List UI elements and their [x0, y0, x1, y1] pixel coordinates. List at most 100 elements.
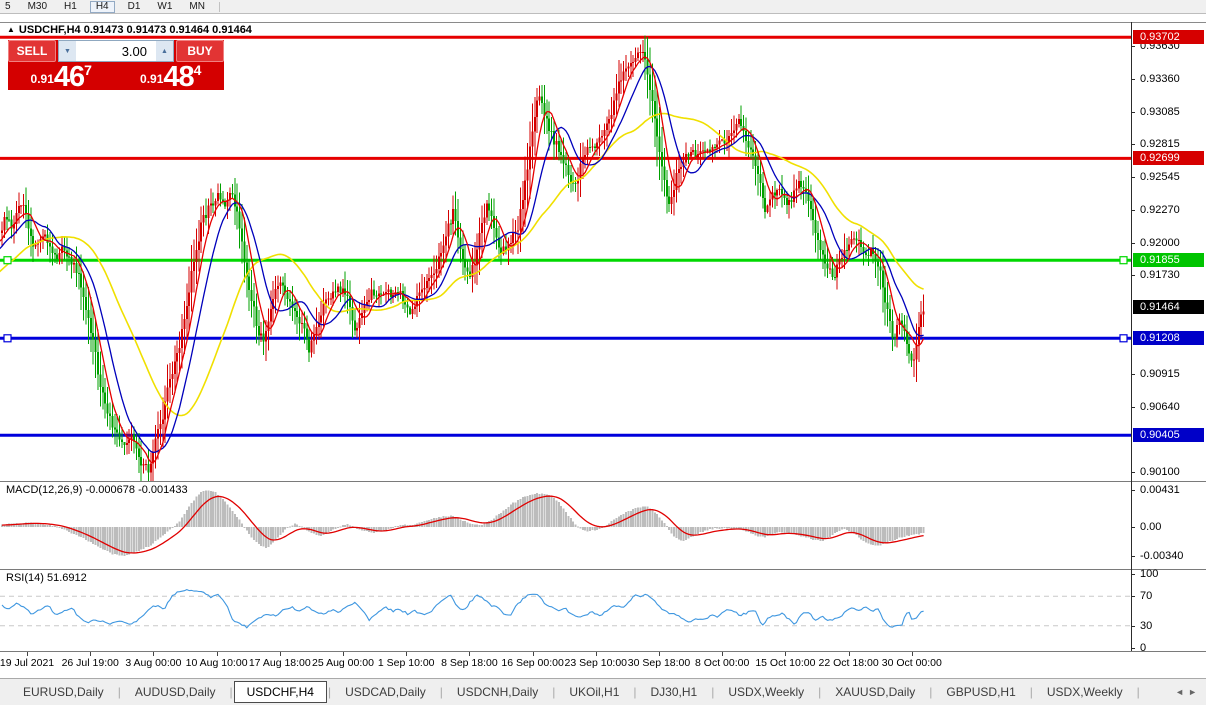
time-axis-tick — [469, 652, 471, 656]
buy-price[interactable]: 0.91 48 4 — [118, 62, 225, 92]
price-badge: 0.93702 — [1133, 30, 1204, 45]
rsi-line — [1, 588, 924, 629]
time-axis-label: 15 Oct 10:00 — [755, 657, 816, 669]
tab-divider: | — [1029, 685, 1033, 699]
axis-tick — [1131, 46, 1135, 47]
price-badge: 0.91464 — [1133, 300, 1204, 315]
rsi-axis-label: 30 — [1140, 619, 1153, 632]
sell-price-pip: 7 — [84, 62, 92, 78]
axis-tick — [1131, 144, 1135, 146]
volume-increase-button[interactable]: ▲ — [156, 41, 173, 61]
chart-tab-usdcad-daily[interactable]: USDCAD,Daily — [345, 685, 426, 699]
level-handle[interactable] — [3, 334, 12, 343]
volume-input[interactable]: 3.00 — [121, 43, 147, 59]
buy-price-prefix: 0.91 — [140, 72, 164, 86]
axis-tick — [1131, 210, 1135, 212]
time-axis-border — [0, 651, 1206, 652]
tab-divider: | — [439, 685, 443, 699]
chart-top-border — [0, 22, 1206, 23]
chart-tab-usdx-weekly[interactable]: USDX,Weekly — [1046, 685, 1123, 699]
period-button-h4[interactable]: H4 — [89, 0, 115, 13]
sell-price[interactable]: 0.91 46 7 — [8, 61, 115, 93]
candles-layer — [1, 35, 925, 481]
tab-scroll-right-icon[interactable]: ► — [1188, 687, 1201, 697]
buy-button[interactable]: BUY — [176, 40, 224, 62]
price-chart-canvas[interactable] — [0, 23, 1131, 481]
time-axis-label: 1 Sep 10:00 — [377, 657, 435, 669]
moving-average-38 — [0, 112, 924, 417]
price-axis-label: 0.93085 — [1140, 105, 1180, 118]
time-axis-tick — [216, 652, 218, 656]
toolbar-separator — [218, 1, 220, 12]
rsi-axis-label: 100 — [1140, 568, 1159, 580]
level-handle[interactable] — [1119, 334, 1128, 343]
period-button-w1[interactable]: W1 — [157, 0, 173, 12]
axis-tick — [1131, 489, 1135, 491]
sell-price-big: 46 — [53, 61, 85, 93]
macd-panel-border — [0, 481, 1206, 482]
macd-histogram — [1, 490, 925, 556]
chart-tab-usdx-weekly[interactable]: USDX,Weekly — [728, 685, 805, 699]
macd-canvas[interactable] — [0, 482, 1131, 569]
time-axis-label: 23 Sep 10:00 — [564, 657, 628, 669]
price-axis-label: 0.90915 — [1140, 367, 1180, 380]
collapse-icon[interactable]: ▲ — [7, 25, 15, 34]
chart-tab-bar: EURUSD,Daily | AUDUSD,Daily | USDCHF,H4 | USDC… — [0, 678, 1206, 705]
price-badge: 0.90405 — [1133, 428, 1204, 443]
time-axis-label: 26 Jul 19:00 — [61, 657, 119, 669]
time-axis[interactable]: 19 Jul 2021 26 Jul 19:00 3 Aug 00:00 10 Aug… — [0, 652, 1206, 678]
time-axis-tick — [659, 652, 660, 656]
period-button-d1[interactable]: D1 — [127, 0, 141, 12]
axis-tick — [1131, 242, 1135, 244]
chart-tab-usdcnh-daily[interactable]: USDCNH,Daily — [456, 685, 539, 699]
chart-tab-dj30-h1[interactable]: DJ30,H1 — [650, 685, 698, 699]
time-axis-label: 25 Aug 00:00 — [312, 657, 374, 669]
time-axis-tick — [595, 652, 597, 656]
time-axis-tick — [848, 652, 850, 656]
axis-tick — [1131, 275, 1135, 277]
arrow-up-icon: ▲ — [161, 47, 168, 55]
price-axis-line — [1131, 22, 1132, 651]
tab-divider: | — [1136, 685, 1140, 699]
tab-scroll-arrows[interactable]: ◄► — [1175, 687, 1201, 697]
time-axis-tick — [911, 652, 913, 656]
sell-price-prefix: 0.91 — [30, 72, 54, 86]
chart-tab-eurusd-daily[interactable]: EURUSD,Daily — [23, 685, 104, 699]
sell-button[interactable]: SELL — [8, 40, 56, 62]
axis-tick — [1131, 78, 1135, 80]
tab-scroll-left-icon[interactable]: ◄ — [1175, 687, 1189, 697]
time-axis-label: 8 Sep 18:00 — [441, 657, 498, 669]
tab-divider: | — [929, 685, 933, 699]
chart-tab-usdchf-h4[interactable]: USDCHF,H4 — [233, 681, 327, 703]
axis-tick — [1131, 111, 1135, 113]
axis-tick — [1131, 625, 1135, 627]
time-axis-label: 10 Aug 10:00 — [185, 657, 248, 669]
time-axis-tick — [532, 652, 534, 656]
rsi-axis-label: 0 — [1140, 642, 1147, 654]
volume-decrease-button[interactable]: ▼ — [59, 41, 76, 61]
chart-tab-audusd-daily[interactable]: AUDUSD,Daily — [134, 685, 216, 699]
macd-axis-label: 0.00 — [1140, 521, 1162, 533]
chart-tab-ukoil-h1[interactable]: UKOil,H1 — [569, 685, 620, 699]
tab-divider: | — [552, 685, 556, 699]
axis-tick — [1131, 176, 1135, 178]
level-handle[interactable] — [3, 256, 12, 265]
time-axis-tick — [785, 652, 787, 656]
rsi-canvas[interactable] — [0, 570, 1131, 651]
axis-tick — [1131, 406, 1135, 408]
price-axis-label: 0.90100 — [1140, 466, 1180, 478]
time-axis-label: 30 Sep 18:00 — [627, 657, 691, 669]
price-axis-label: 0.92545 — [1140, 170, 1180, 183]
period-button-m30[interactable]: M30 — [27, 0, 48, 12]
volume-stepper: ▼ 3.00 ▲ — [58, 40, 174, 62]
chart-tab-gbpusd-h1[interactable]: GBPUSD,H1 — [946, 685, 1016, 699]
chart-tab-xauusd-daily[interactable]: XAUUSD,Daily — [835, 685, 916, 699]
axis-tick — [1131, 596, 1135, 598]
level-handle[interactable] — [1119, 256, 1128, 265]
period-button-5[interactable]: 5 — [5, 0, 11, 12]
moving-average-7 — [0, 56, 925, 464]
period-button-mn[interactable]: MN — [189, 0, 205, 12]
time-axis-tick — [343, 652, 344, 656]
period-button-h1[interactable]: H1 — [64, 0, 77, 12]
